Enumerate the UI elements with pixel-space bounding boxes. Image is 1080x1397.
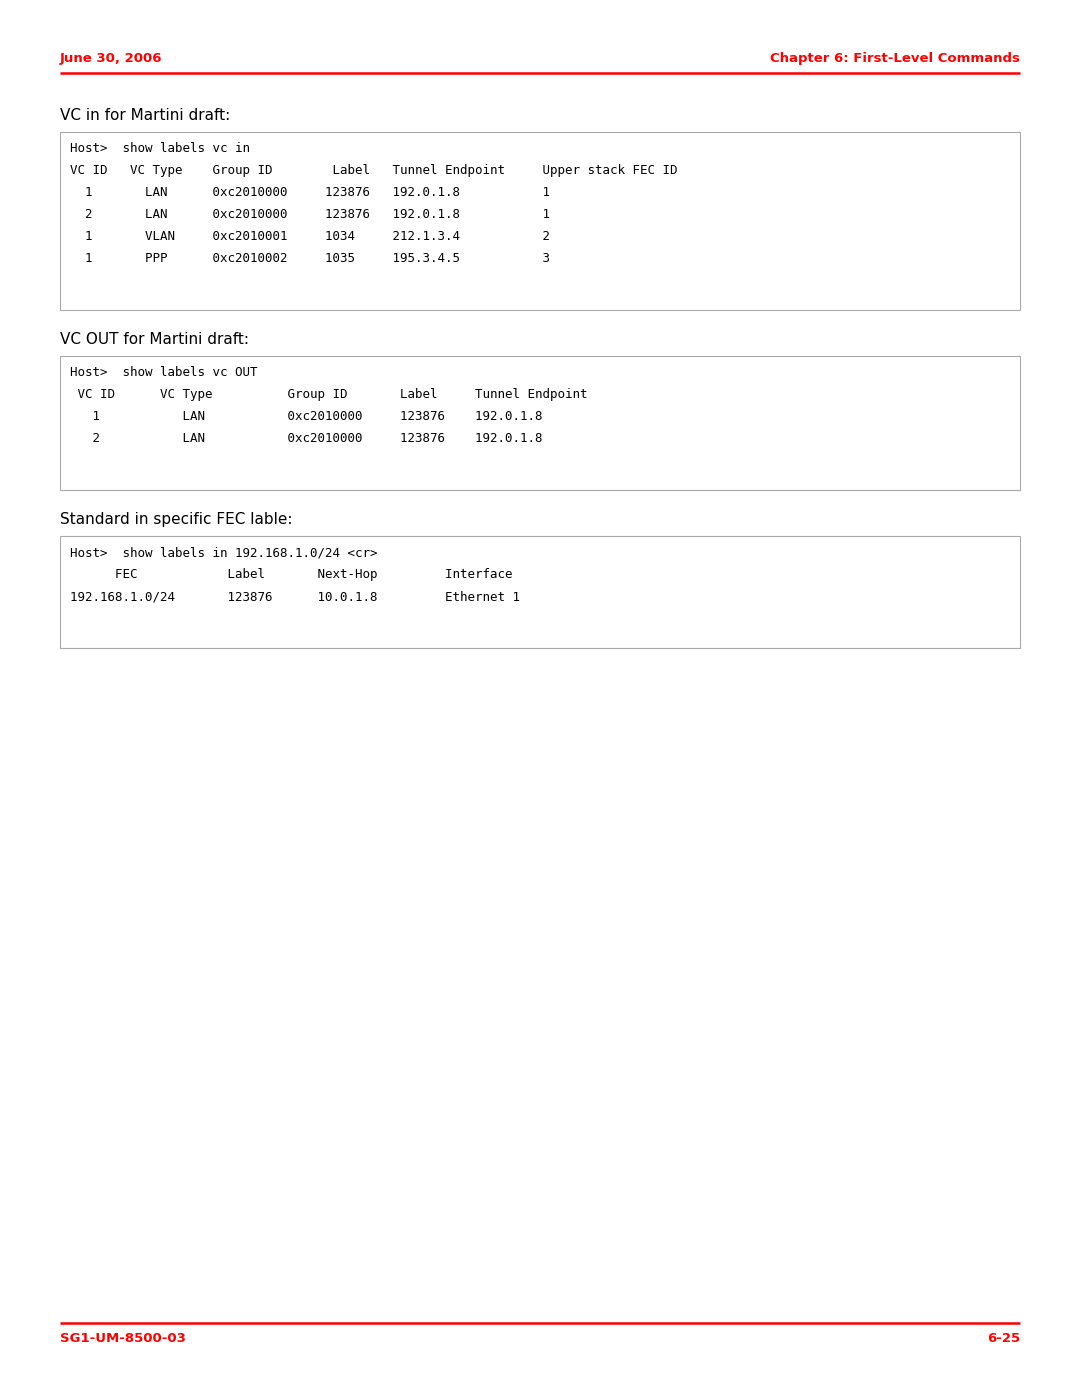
Text: 1       LAN      0xc2010000     123876   192.0.1.8           1: 1 LAN 0xc2010000 123876 192.0.1.8 1 (70, 186, 550, 198)
Text: 1           LAN           0xc2010000     123876    192.0.1.8: 1 LAN 0xc2010000 123876 192.0.1.8 (70, 409, 542, 423)
Text: Standard in specific FEC lable:: Standard in specific FEC lable: (60, 511, 293, 527)
Text: Host>  show labels vc OUT: Host> show labels vc OUT (70, 366, 257, 379)
Bar (60, 356, 1020, 490)
Text: 2       LAN      0xc2010000     123876   192.0.1.8           1: 2 LAN 0xc2010000 123876 192.0.1.8 1 (70, 208, 550, 221)
Bar (60, 131, 1020, 310)
Text: VC OUT for Martini draft:: VC OUT for Martini draft: (60, 332, 249, 346)
Text: Chapter 6: First-Level Commands: Chapter 6: First-Level Commands (770, 52, 1020, 66)
Text: FEC            Label       Next-Hop         Interface: FEC Label Next-Hop Interface (70, 569, 513, 581)
Text: VC in for Martini draft:: VC in for Martini draft: (60, 108, 230, 123)
Text: VC ID   VC Type    Group ID        Label   Tunnel Endpoint     Upper stack FEC I: VC ID VC Type Group ID Label Tunnel Endp… (70, 163, 677, 177)
Bar (60, 536, 1020, 648)
Text: Host>  show labels vc in: Host> show labels vc in (70, 142, 249, 155)
Text: VC ID      VC Type          Group ID       Label     Tunnel Endpoint: VC ID VC Type Group ID Label Tunnel Endp… (70, 388, 588, 401)
Text: Host>  show labels in 192.168.1.0/24 <cr>: Host> show labels in 192.168.1.0/24 <cr> (70, 546, 378, 559)
Text: 1       PPP      0xc2010002     1035     195.3.4.5           3: 1 PPP 0xc2010002 1035 195.3.4.5 3 (70, 251, 550, 265)
Text: 2           LAN           0xc2010000     123876    192.0.1.8: 2 LAN 0xc2010000 123876 192.0.1.8 (70, 432, 542, 446)
Text: SG1-UM-8500-03: SG1-UM-8500-03 (60, 1331, 186, 1345)
Text: 192.168.1.0/24       123876      10.0.1.8         Ethernet 1: 192.168.1.0/24 123876 10.0.1.8 Ethernet … (70, 590, 519, 604)
Text: June 30, 2006: June 30, 2006 (60, 52, 162, 66)
Text: 6-25: 6-25 (987, 1331, 1020, 1345)
Text: 1       VLAN     0xc2010001     1034     212.1.3.4           2: 1 VLAN 0xc2010001 1034 212.1.3.4 2 (70, 231, 550, 243)
